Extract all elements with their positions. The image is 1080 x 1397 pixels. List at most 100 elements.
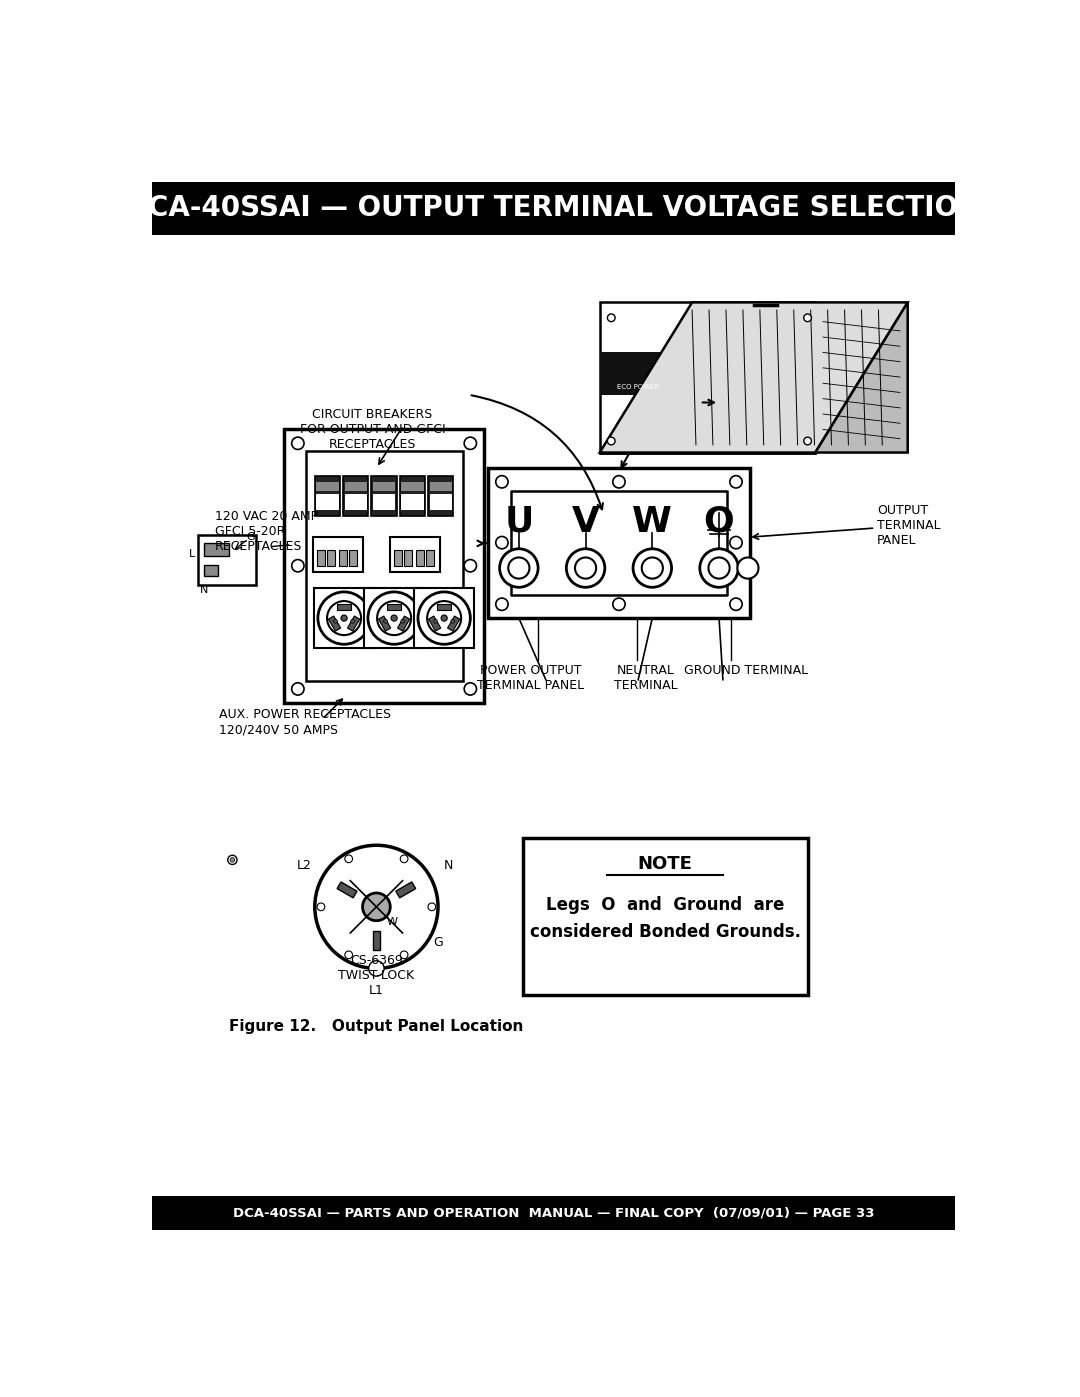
Bar (430, 495, 451, 510)
Circle shape (363, 893, 390, 921)
Circle shape (730, 536, 742, 549)
Circle shape (496, 475, 508, 488)
Circle shape (708, 557, 730, 578)
Circle shape (368, 961, 384, 977)
Bar (427, 550, 434, 566)
Bar (339, 550, 347, 566)
Circle shape (642, 557, 663, 578)
Bar (204, 542, 229, 556)
Bar (402, 482, 423, 490)
Bar (348, 616, 360, 631)
Circle shape (418, 592, 471, 644)
Bar (345, 482, 367, 490)
Circle shape (612, 598, 625, 610)
Bar (364, 588, 424, 648)
Bar (400, 475, 426, 515)
Circle shape (804, 314, 811, 321)
Circle shape (575, 557, 596, 578)
Circle shape (345, 855, 352, 863)
Circle shape (612, 475, 625, 488)
Bar (414, 588, 474, 648)
Circle shape (345, 951, 352, 958)
Circle shape (730, 475, 742, 488)
Circle shape (401, 619, 405, 623)
Text: NOTE: NOTE (637, 855, 692, 873)
Circle shape (318, 902, 325, 911)
Circle shape (441, 615, 447, 622)
Circle shape (496, 598, 508, 610)
Polygon shape (815, 302, 907, 453)
Bar (511, 490, 727, 595)
Bar (306, 451, 462, 682)
Bar (373, 482, 395, 490)
Text: OUTPUT
TERMINAL
PANEL: OUTPUT TERMINAL PANEL (877, 504, 941, 548)
Circle shape (428, 601, 461, 636)
Circle shape (292, 437, 305, 450)
Bar (343, 475, 368, 515)
Text: G: G (246, 532, 255, 542)
Text: AUX. POWER RECEPTACLES
120/240V 50 AMPS: AUX. POWER RECEPTACLES 120/240V 50 AMPS (218, 708, 391, 736)
Bar (599, 302, 815, 453)
Text: O: O (704, 504, 734, 539)
Text: CIRCUIT BREAKERS
FOR OUTPUT AND GFCI
RECEPTACLES: CIRCUIT BREAKERS FOR OUTPUT AND GFCI REC… (300, 408, 445, 451)
Bar (345, 495, 367, 510)
Text: N: N (444, 859, 454, 872)
Bar (372, 475, 396, 515)
Bar (313, 538, 363, 571)
Bar (204, 564, 218, 576)
Bar (316, 482, 338, 490)
Circle shape (327, 601, 361, 636)
Text: V: V (571, 504, 599, 539)
Circle shape (368, 592, 420, 644)
Text: Figure 12.   Output Panel Location: Figure 12. Output Panel Location (229, 1018, 524, 1034)
Bar (437, 604, 451, 610)
Bar (746, 326, 811, 448)
Bar (198, 535, 256, 585)
Bar (394, 550, 402, 566)
Bar (350, 550, 357, 566)
Bar (390, 538, 441, 571)
Bar (430, 482, 451, 490)
Text: W: W (633, 504, 672, 539)
Text: DCA-40SSAI — OUTPUT TERMINAL VOLTAGE SELECTION: DCA-40SSAI — OUTPUT TERMINAL VOLTAGE SEL… (125, 194, 982, 222)
Bar (387, 604, 401, 610)
Bar (284, 429, 484, 703)
Text: NEUTRAL
TERMINAL: NEUTRAL TERMINAL (615, 665, 678, 693)
Bar (397, 616, 409, 631)
Circle shape (391, 615, 397, 622)
Circle shape (633, 549, 672, 587)
Bar (314, 588, 374, 648)
Circle shape (292, 683, 305, 696)
Bar (316, 495, 338, 510)
Circle shape (334, 619, 337, 623)
Bar (488, 468, 750, 617)
Bar (404, 550, 411, 566)
Circle shape (351, 619, 354, 623)
Bar (378, 616, 391, 631)
Circle shape (464, 560, 476, 571)
Bar (327, 550, 335, 566)
Bar (373, 932, 380, 950)
Circle shape (228, 855, 237, 865)
Bar (523, 838, 808, 996)
Text: DCA-40SSAI — PARTS AND OPERATION  MANUAL — FINAL COPY  (07/09/01) — PAGE 33: DCA-40SSAI — PARTS AND OPERATION MANUAL … (233, 1207, 874, 1220)
Circle shape (230, 858, 234, 862)
Circle shape (464, 683, 476, 696)
Bar (373, 495, 395, 510)
Text: POWER OUTPUT
TERMINAL PANEL: POWER OUTPUT TERMINAL PANEL (477, 665, 584, 693)
Circle shape (804, 437, 811, 444)
Text: L2: L2 (297, 859, 312, 872)
Bar (395, 882, 416, 898)
Circle shape (509, 557, 529, 578)
Circle shape (314, 845, 438, 968)
Text: L1: L1 (369, 983, 383, 996)
Text: L: L (189, 549, 194, 559)
Text: ECO POWER: ECO POWER (617, 384, 659, 390)
Circle shape (377, 601, 411, 636)
Circle shape (496, 536, 508, 549)
Circle shape (292, 560, 305, 571)
Bar (447, 616, 460, 631)
Bar (328, 616, 340, 631)
Circle shape (566, 549, 605, 587)
Circle shape (318, 592, 370, 644)
